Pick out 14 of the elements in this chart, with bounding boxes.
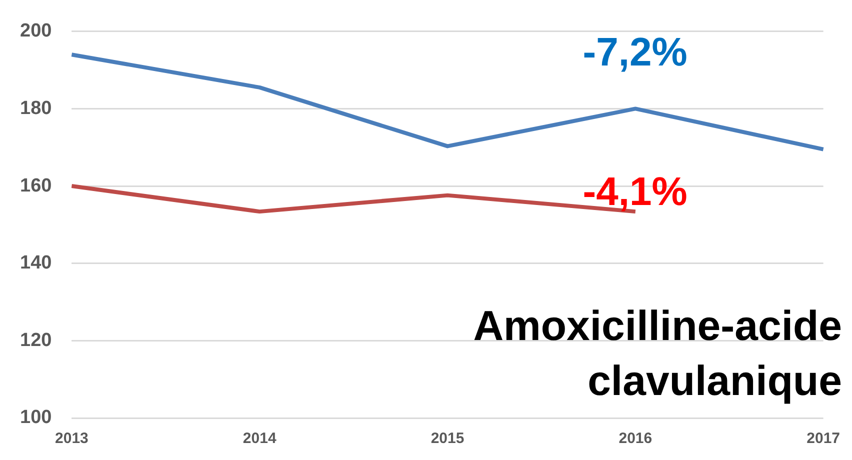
y-tick-label: 120 [20,330,52,351]
text: Amoxicilline-acide clavulanique [473,302,842,404]
y-tick-label: 160 [20,175,52,196]
x-tick-label: 2013 [55,430,88,448]
y-tick-label: 140 [20,252,52,274]
x-tick-label: 2014 [242,430,277,448]
x-tick-label: 2017 [806,430,840,448]
x-tick-label: 2015 [430,430,464,448]
y-tick-label: 200 [20,20,52,42]
y-tick-label: 180 [20,98,52,119]
x-tick-label: 2016 [618,430,652,448]
y-tick-label: 100 [20,407,52,428]
annotation: -7,2% [582,30,688,75]
annotation: -4,1% [582,170,688,214]
